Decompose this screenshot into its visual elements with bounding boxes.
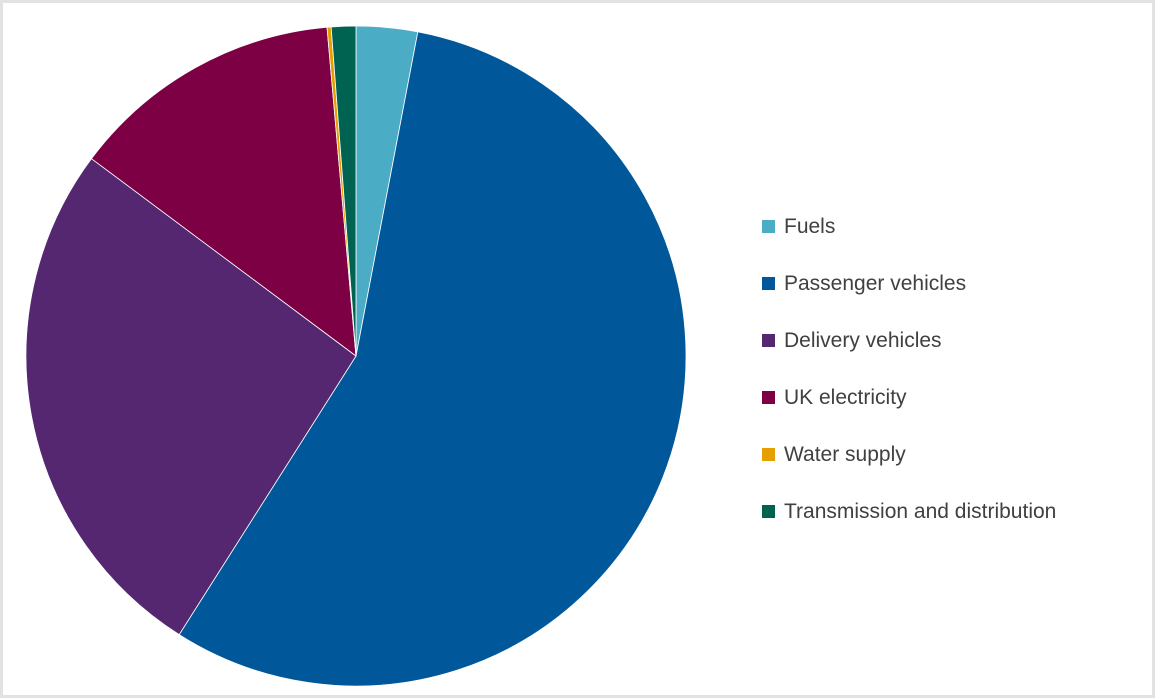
legend-swatch: [762, 448, 775, 461]
legend-label: Delivery vehicles: [784, 328, 942, 352]
legend-label: Fuels: [784, 214, 836, 238]
legend-item-fuels: Fuels: [762, 198, 1056, 255]
legend-swatch: [762, 220, 775, 233]
legend-swatch: [762, 505, 775, 518]
pie-slice-uk-electricity: [90, 26, 357, 357]
legend-item-delivery-vehicles: Delivery vehicles: [762, 312, 1056, 369]
legend-swatch: [762, 391, 775, 404]
legend-label: UK electricity: [784, 385, 907, 409]
legend-label: Transmission and distribution: [784, 499, 1057, 523]
legend-item-uk-electricity: UK electricity: [762, 369, 1056, 426]
legend-label: Passenger vehicles: [784, 271, 967, 295]
legend-label: Water supply: [784, 442, 906, 466]
pie-slice-delivery-vehicles: [25, 158, 357, 636]
pie-slice-transmission-and-distribution: [330, 25, 357, 357]
legend-item-passenger-vehicles: Passenger vehicles: [762, 255, 1056, 312]
legend-item-transmission-and-distribution: Transmission and distribution: [762, 483, 1056, 540]
pie-slice-passenger-vehicles: [178, 31, 687, 687]
legend-item-water-supply: Water supply: [762, 426, 1056, 483]
legend-swatch: [762, 334, 775, 347]
chart-legend: Fuels Passenger vehicles Delivery vehicles…: [762, 198, 1056, 540]
legend-swatch: [762, 277, 775, 290]
